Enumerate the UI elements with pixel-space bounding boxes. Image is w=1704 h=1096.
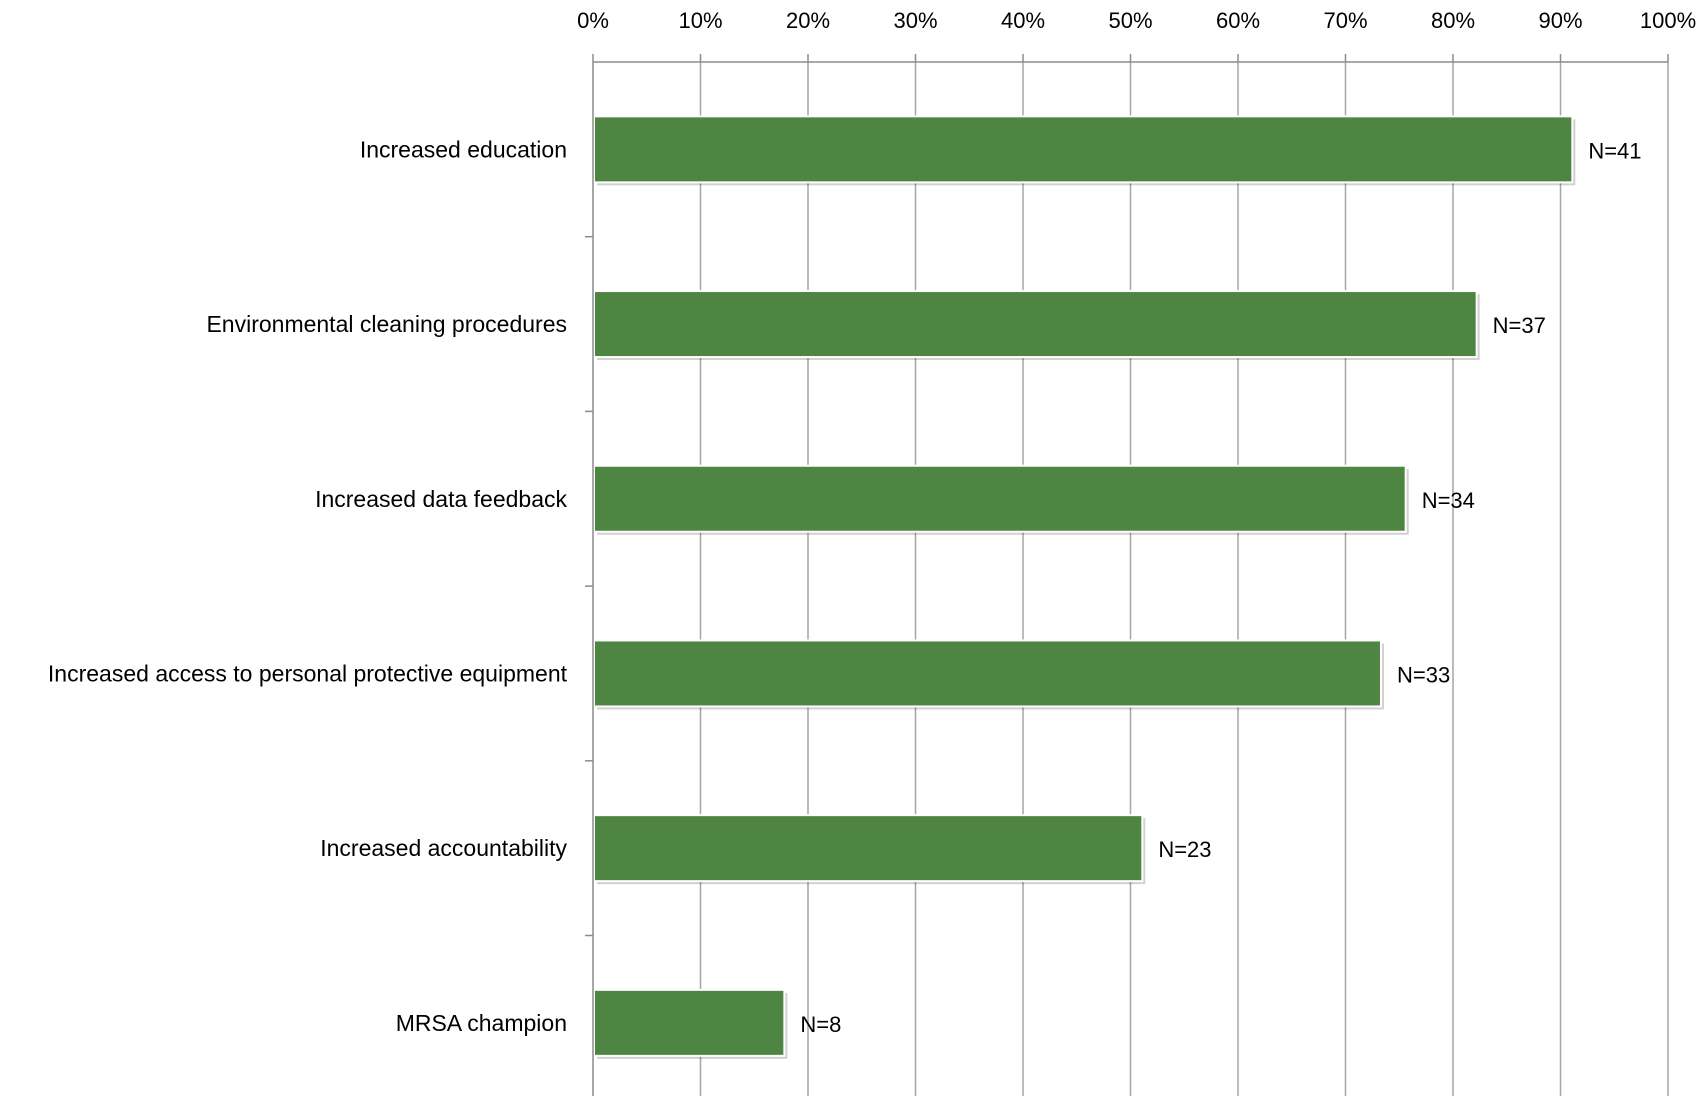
data-label: N=37 — [1493, 313, 1546, 338]
category-label: Increased data feedback — [315, 486, 567, 512]
bar — [593, 290, 1478, 359]
x-tick-label: 10% — [678, 8, 722, 33]
data-label: N=33 — [1397, 662, 1450, 687]
data-label: N=34 — [1422, 488, 1475, 513]
category-label: Increased access to personal protective … — [48, 660, 568, 686]
x-tick-label: 60% — [1216, 8, 1260, 33]
bar — [593, 115, 1574, 184]
bar — [593, 988, 786, 1057]
category-label: MRSA champion — [396, 1010, 567, 1036]
data-label: N=8 — [800, 1012, 841, 1037]
x-tick-label: 100% — [1640, 8, 1696, 33]
labels: 0% 10% 20% 30% 40% 50% 60% 70% 80% 90% 100% Increas… — [48, 8, 1696, 1037]
x-tick-label: 30% — [893, 8, 937, 33]
category-label: Increased education — [360, 136, 567, 162]
bar — [593, 639, 1382, 708]
x-tick-label: 0% — [577, 8, 609, 33]
x-tick-label: 80% — [1431, 8, 1475, 33]
x-tick-label: 90% — [1538, 8, 1582, 33]
x-tick-label: 40% — [1001, 8, 1045, 33]
bar — [593, 464, 1407, 533]
bar — [593, 814, 1144, 883]
axes — [585, 54, 1669, 1096]
x-tick-label: 20% — [786, 8, 830, 33]
bars — [593, 115, 1576, 1059]
data-label: N=23 — [1158, 837, 1211, 862]
x-tick-label: 70% — [1323, 8, 1367, 33]
x-tick-label: 50% — [1108, 8, 1152, 33]
data-label: N=41 — [1588, 138, 1641, 163]
category-label: Increased accountability — [320, 835, 567, 861]
gridlines — [699, 62, 1669, 1096]
category-label: Environmental cleaning procedures — [206, 311, 567, 337]
